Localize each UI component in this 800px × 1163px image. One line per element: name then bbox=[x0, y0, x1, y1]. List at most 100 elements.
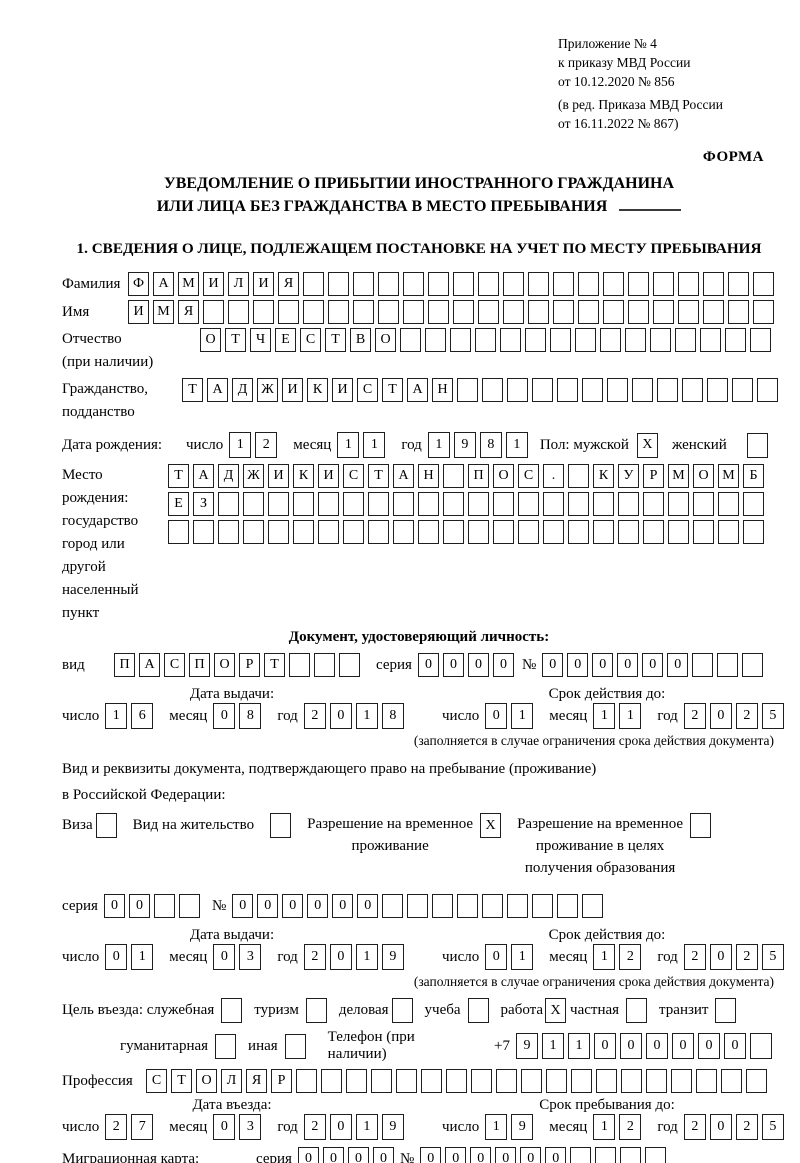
char-box[interactable]: 1 bbox=[363, 432, 386, 458]
char-box[interactable] bbox=[632, 378, 653, 402]
char-box[interactable]: 2 bbox=[683, 944, 706, 970]
char-box[interactable] bbox=[318, 520, 339, 544]
char-box[interactable]: Н bbox=[418, 464, 439, 488]
char-box[interactable] bbox=[453, 272, 474, 296]
char-box[interactable] bbox=[742, 653, 764, 677]
char-box[interactable]: К bbox=[307, 378, 328, 402]
char-box[interactable]: М bbox=[153, 300, 174, 324]
char-box[interactable] bbox=[478, 272, 499, 296]
purpose-work-checkbox[interactable]: X bbox=[545, 998, 567, 1023]
char-box[interactable]: 3 bbox=[239, 944, 262, 970]
char-box[interactable] bbox=[578, 300, 599, 324]
char-box[interactable] bbox=[178, 894, 200, 918]
char-box[interactable]: 2 bbox=[735, 944, 758, 970]
char-box[interactable]: 0 bbox=[322, 1147, 344, 1163]
char-box[interactable]: 1 bbox=[485, 1114, 508, 1140]
char-box[interactable]: 9 bbox=[511, 1114, 534, 1140]
char-box[interactable] bbox=[471, 1069, 492, 1093]
char-box[interactable]: Я bbox=[246, 1069, 267, 1093]
char-box[interactable]: С bbox=[146, 1069, 167, 1093]
char-box[interactable]: 0 bbox=[594, 1033, 616, 1059]
edu-permit-checkbox[interactable] bbox=[690, 813, 712, 838]
char-box[interactable] bbox=[550, 328, 571, 352]
char-box[interactable] bbox=[568, 492, 589, 516]
char-box[interactable] bbox=[393, 520, 414, 544]
char-box[interactable] bbox=[728, 300, 749, 324]
char-box[interactable] bbox=[653, 272, 674, 296]
char-box[interactable] bbox=[600, 328, 621, 352]
char-box[interactable] bbox=[268, 492, 289, 516]
char-box[interactable] bbox=[478, 300, 499, 324]
char-box[interactable] bbox=[678, 272, 699, 296]
char-box[interactable]: 0 bbox=[329, 703, 352, 729]
char-box[interactable]: 0 bbox=[617, 653, 639, 677]
char-box[interactable]: Я bbox=[278, 272, 299, 296]
char-box[interactable] bbox=[643, 520, 664, 544]
char-box[interactable]: 0 bbox=[667, 653, 689, 677]
char-box[interactable] bbox=[643, 492, 664, 516]
char-box[interactable]: Е bbox=[275, 328, 296, 352]
char-box[interactable] bbox=[678, 300, 699, 324]
char-box[interactable] bbox=[507, 378, 528, 402]
char-box[interactable]: И bbox=[282, 378, 303, 402]
char-box[interactable] bbox=[525, 328, 546, 352]
char-box[interactable]: Т bbox=[171, 1069, 192, 1093]
char-box[interactable] bbox=[493, 520, 514, 544]
char-box[interactable] bbox=[668, 520, 689, 544]
char-box[interactable] bbox=[603, 300, 624, 324]
char-box[interactable] bbox=[243, 492, 264, 516]
char-box[interactable] bbox=[432, 894, 454, 918]
char-box[interactable]: А bbox=[207, 378, 228, 402]
char-box[interactable]: 0 bbox=[592, 653, 614, 677]
char-box[interactable] bbox=[646, 1069, 667, 1093]
char-box[interactable]: 0 bbox=[442, 653, 464, 677]
char-box[interactable] bbox=[607, 378, 628, 402]
char-box[interactable] bbox=[153, 894, 175, 918]
char-box[interactable]: 0 bbox=[297, 1147, 319, 1163]
char-box[interactable] bbox=[378, 272, 399, 296]
char-box[interactable] bbox=[553, 300, 574, 324]
char-box[interactable]: С bbox=[300, 328, 321, 352]
char-box[interactable]: Р bbox=[643, 464, 664, 488]
char-box[interactable]: А bbox=[407, 378, 428, 402]
char-box[interactable] bbox=[743, 492, 764, 516]
char-box[interactable] bbox=[453, 300, 474, 324]
char-box[interactable]: 5 bbox=[761, 1114, 784, 1140]
char-box[interactable] bbox=[343, 492, 364, 516]
char-box[interactable] bbox=[503, 272, 524, 296]
char-box[interactable] bbox=[468, 520, 489, 544]
char-box[interactable]: 0 bbox=[105, 944, 128, 970]
char-box[interactable]: 0 bbox=[357, 894, 379, 918]
char-box[interactable] bbox=[218, 520, 239, 544]
char-box[interactable]: 0 bbox=[128, 894, 150, 918]
char-box[interactable]: С bbox=[518, 464, 539, 488]
char-box[interactable]: 0 bbox=[520, 1147, 542, 1163]
char-box[interactable]: 0 bbox=[709, 703, 732, 729]
char-box[interactable]: 2 bbox=[683, 1114, 706, 1140]
char-box[interactable]: 1 bbox=[593, 703, 616, 729]
char-box[interactable] bbox=[750, 328, 771, 352]
char-box[interactable] bbox=[457, 378, 478, 402]
char-box[interactable]: К bbox=[593, 464, 614, 488]
char-box[interactable]: 2 bbox=[619, 1114, 642, 1140]
char-box[interactable] bbox=[757, 378, 778, 402]
char-box[interactable] bbox=[403, 272, 424, 296]
char-box[interactable]: 1 bbox=[355, 703, 378, 729]
char-box[interactable]: Е bbox=[168, 492, 189, 516]
char-box[interactable]: 2 bbox=[683, 703, 706, 729]
char-box[interactable] bbox=[668, 492, 689, 516]
char-box[interactable] bbox=[532, 894, 554, 918]
char-box[interactable]: 9 bbox=[381, 944, 404, 970]
char-box[interactable]: Н bbox=[432, 378, 453, 402]
char-box[interactable]: Б bbox=[743, 464, 764, 488]
char-box[interactable] bbox=[493, 492, 514, 516]
char-box[interactable] bbox=[557, 894, 579, 918]
char-box[interactable] bbox=[528, 272, 549, 296]
char-box[interactable] bbox=[339, 653, 360, 677]
char-box[interactable]: П bbox=[468, 464, 489, 488]
char-box[interactable] bbox=[378, 300, 399, 324]
char-box[interactable]: 0 bbox=[709, 1114, 732, 1140]
char-box[interactable] bbox=[393, 492, 414, 516]
char-box[interactable] bbox=[700, 328, 721, 352]
char-box[interactable] bbox=[521, 1069, 542, 1093]
